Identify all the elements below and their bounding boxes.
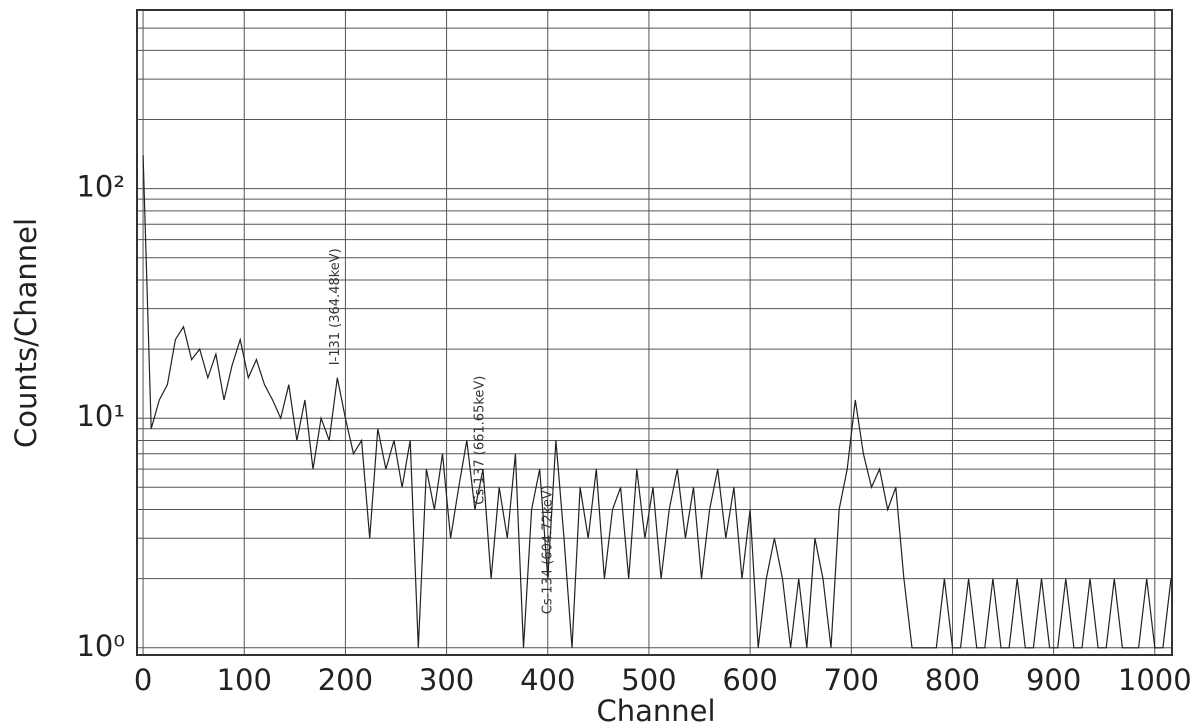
plot-frame <box>136 9 1173 656</box>
peak-annotation: Cs-137 (661.65keV) <box>472 376 487 505</box>
y-tick-label: 10² <box>76 170 125 204</box>
x-tick-label: 300 <box>419 663 474 697</box>
x-tick-label: 800 <box>925 663 980 697</box>
peak-annotation: Cs-134 (604.72keV) <box>540 485 555 614</box>
plot-area <box>137 10 1172 655</box>
x-tick-label: 0 <box>134 663 152 697</box>
spectrum-line <box>142 155 1172 649</box>
peak-annotation: I-131 (364.48keV) <box>328 248 343 365</box>
x-tick-label: 600 <box>722 663 777 697</box>
x-tick-label: 700 <box>824 663 879 697</box>
x-tick-label: 500 <box>621 663 676 697</box>
y-tick-label: 10⁰ <box>76 629 125 663</box>
y-tick-label: 10¹ <box>76 399 125 433</box>
x-tick-label: 900 <box>1026 663 1081 697</box>
x-axis-title: Channel <box>596 694 715 728</box>
x-tick-label: 400 <box>520 663 575 697</box>
x-tick-label: 1000 <box>1118 663 1192 697</box>
y-axis-title: Counts/Channel <box>9 218 43 448</box>
x-tick-label: 200 <box>318 663 373 697</box>
x-tick-label: 100 <box>217 663 272 697</box>
